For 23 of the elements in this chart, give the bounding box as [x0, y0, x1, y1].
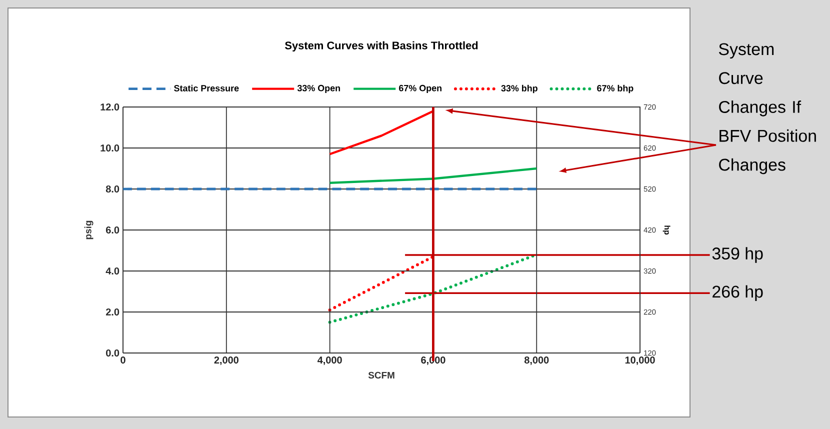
ref-line-label: 266 hp: [712, 285, 763, 302]
y-tick-label: 2.0: [106, 308, 120, 316]
y-tick-label: 12.0: [100, 103, 120, 111]
legend-label: 67% bhp: [597, 84, 634, 94]
x-tick-label: 2,000: [214, 356, 238, 366]
y-axis-title: psig: [84, 220, 94, 240]
legend-label: Static Pressure: [174, 84, 239, 92]
x-tick-label: 0: [120, 356, 126, 364]
x-tick-label: 8,000: [524, 356, 549, 366]
legend-label: 67% Open: [399, 84, 442, 94]
legend-label: 33% bhp: [501, 84, 538, 94]
y-tick-label: 4.0: [106, 267, 120, 275]
x-tick-label: 10,000: [625, 356, 655, 366]
ref-line-label: 359 hp: [712, 247, 763, 263]
y-tick-label: 10.0: [100, 144, 120, 152]
legend-label: 33% Open: [297, 84, 340, 94]
y-tick-label: 6.0: [106, 226, 120, 234]
text: System Curve Changes If BFV Position Changes: [718, 43, 816, 174]
y-tick-label: 0.0: [106, 349, 120, 357]
y-tick-label: 8.0: [106, 185, 120, 193]
chart-title: System Curves with Basins Throttled: [284, 41, 478, 52]
x-axis-title: SCFM: [368, 372, 394, 379]
x-tick-label: 4,000: [318, 356, 342, 366]
